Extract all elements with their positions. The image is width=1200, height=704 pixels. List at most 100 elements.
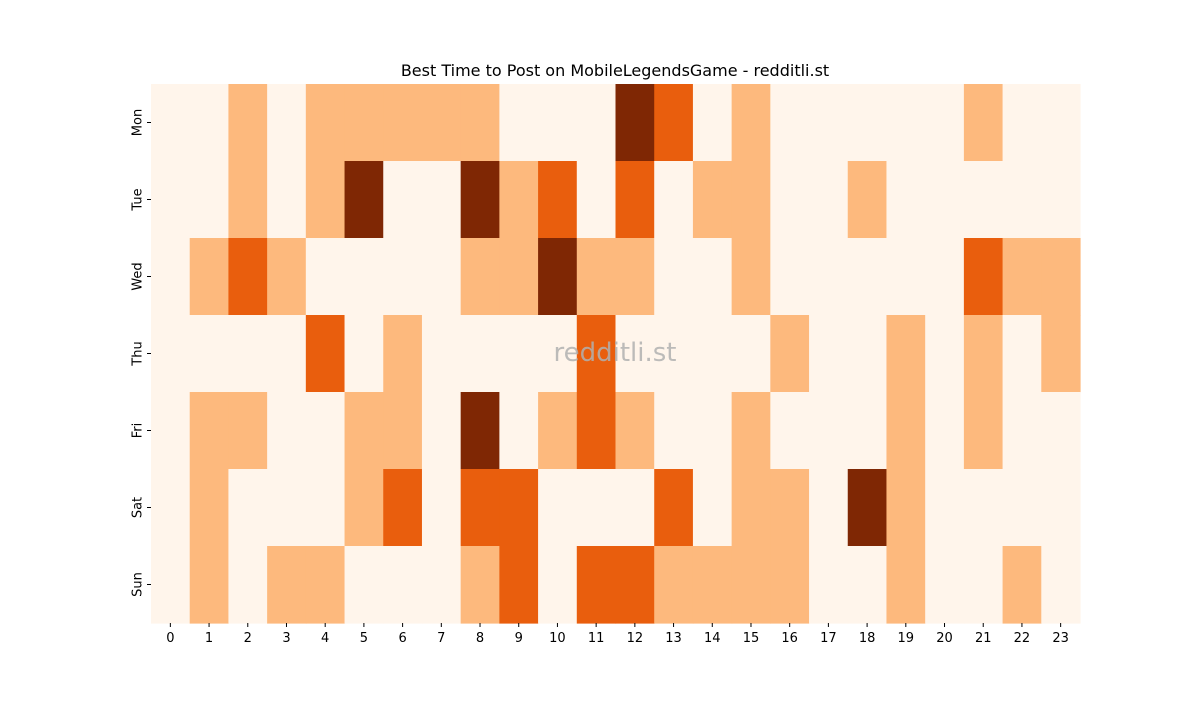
heatmap-cell-sun-10	[538, 546, 578, 624]
heatmap-cell-sat-1	[189, 469, 230, 547]
heatmap-cell-mon-10	[538, 84, 578, 162]
heatmap-cell-wed-1	[189, 238, 230, 316]
x-tick-label: 6	[398, 631, 406, 646]
heatmap-cell-thu-8	[460, 315, 500, 393]
heatmap-cell-thu-23	[1041, 315, 1081, 393]
heatmap-cell-mon-0	[151, 84, 191, 162]
heatmap-cell-mon-3	[267, 84, 307, 162]
heatmap-cell-tue-12	[615, 161, 655, 239]
heatmap-cell-sun-22	[1002, 546, 1042, 624]
heatmap-cell-sat-15	[731, 469, 771, 547]
heatmap-cell-mon-20	[925, 84, 965, 162]
y-tick-label: Wed	[131, 262, 146, 290]
heatmap-cell-sun-20	[925, 546, 965, 624]
heatmap-cell-fri-1	[189, 392, 230, 470]
heatmap-cell-thu-7	[421, 315, 462, 393]
heatmap-cell-fri-23	[1041, 392, 1081, 470]
heatmap-cell-wed-2	[228, 238, 268, 316]
heatmap-cell-sat-23	[1041, 469, 1081, 547]
heatmap-cell-sat-14	[692, 469, 733, 547]
heatmap-cell-sun-7	[421, 546, 462, 624]
heatmap-cell-mon-6	[383, 84, 423, 162]
heatmap-cell-wed-8	[460, 238, 500, 316]
heatmap-cell-tue-8	[460, 161, 500, 239]
heatmap-cell-sun-17	[809, 546, 849, 624]
heatmap-cell-tue-9	[499, 161, 539, 239]
heatmap-cell-wed-0	[151, 238, 191, 316]
heatmap-cell-sat-7	[421, 469, 462, 547]
heatmap-cell-fri-9	[499, 392, 539, 470]
heatmap-cell-thu-10	[538, 315, 578, 393]
heatmap-cell-wed-4	[305, 238, 346, 316]
heatmap-cell-sun-12	[615, 546, 655, 624]
x-tick-label: 3	[282, 631, 290, 646]
heatmap-cell-fri-10	[538, 392, 578, 470]
y-tick-label: Tue	[131, 188, 146, 211]
x-tick-label: 17	[820, 631, 837, 646]
heatmap-cell-sat-19	[886, 469, 926, 547]
heatmap-cell-thu-11	[576, 315, 617, 393]
heatmap-cell-wed-20	[925, 238, 965, 316]
heatmap-cell-sat-11	[576, 469, 617, 547]
heatmap-cell-wed-21	[963, 238, 1004, 316]
heatmap-cell-tue-14	[692, 161, 733, 239]
heatmap-cell-wed-17	[809, 238, 849, 316]
heatmap-cell-fri-21	[963, 392, 1004, 470]
heatmap-cell-wed-6	[383, 238, 423, 316]
x-tick-label: 16	[781, 631, 798, 646]
y-tick-label: Fri	[131, 423, 146, 439]
heatmap-cell-mon-19	[886, 84, 926, 162]
x-tick-label: 0	[166, 631, 174, 646]
heatmap-cell-fri-3	[267, 392, 307, 470]
heatmap-cell-sat-12	[615, 469, 655, 547]
heatmap-cell-mon-17	[809, 84, 849, 162]
heatmap-cell-tue-1	[189, 161, 230, 239]
heatmap-cell-sun-3	[267, 546, 307, 624]
x-tick-label: 20	[936, 631, 953, 646]
heatmap-cell-sat-17	[809, 469, 849, 547]
heatmap-cell-fri-8	[460, 392, 500, 470]
heatmap-cell-fri-15	[731, 392, 771, 470]
heatmap-cell-fri-6	[383, 392, 423, 470]
heatmap-cell-fri-19	[886, 392, 926, 470]
heatmap-cell-tue-4	[305, 161, 346, 239]
heatmap-cell-mon-22	[1002, 84, 1042, 162]
x-tick-label: 11	[588, 631, 605, 646]
heatmap-cell-mon-18	[847, 84, 888, 162]
heatmap-cell-mon-15	[731, 84, 771, 162]
heatmap-cell-sun-13	[654, 546, 694, 624]
heatmap-cell-sun-9	[499, 546, 539, 624]
heatmap-cell-mon-8	[460, 84, 500, 162]
heatmap-cell-wed-22	[1002, 238, 1042, 316]
heatmap-cell-sat-10	[538, 469, 578, 547]
x-tick-label: 15	[743, 631, 760, 646]
heatmap-cell-sat-6	[383, 469, 423, 547]
y-tick-label: Mon	[131, 109, 146, 136]
heatmap-cell-fri-17	[809, 392, 849, 470]
heatmap-cell-mon-14	[692, 84, 733, 162]
heatmap-cell-sat-8	[460, 469, 500, 547]
heatmap-cell-thu-21	[963, 315, 1004, 393]
y-tick-label: Sat	[131, 497, 146, 518]
heatmap-cell-tue-11	[576, 161, 617, 239]
heatmap-cell-wed-10	[538, 238, 578, 316]
heatmap-cell-thu-2	[228, 315, 268, 393]
heatmap-cell-mon-11	[576, 84, 617, 162]
heatmap-cell-thu-20	[925, 315, 965, 393]
heatmap-cell-mon-12	[615, 84, 655, 162]
heatmap-cell-mon-1	[189, 84, 230, 162]
heatmap-cell-thu-4	[305, 315, 346, 393]
heatmap-cell-sun-8	[460, 546, 500, 624]
x-tick-label: 10	[549, 631, 566, 646]
heatmap-cell-wed-5	[344, 238, 384, 316]
heatmap-cell-sun-5	[344, 546, 384, 624]
x-tick-label: 9	[515, 631, 523, 646]
heatmap-cell-sat-4	[305, 469, 346, 547]
heatmap-cell-sun-14	[692, 546, 733, 624]
heatmap-cell-fri-20	[925, 392, 965, 470]
heatmap-cell-sun-16	[770, 546, 810, 624]
heatmap-cell-fri-14	[692, 392, 733, 470]
x-tick-label: 14	[704, 631, 721, 646]
watermark: redditli.st	[554, 338, 677, 368]
heatmap-cell-tue-16	[770, 161, 810, 239]
